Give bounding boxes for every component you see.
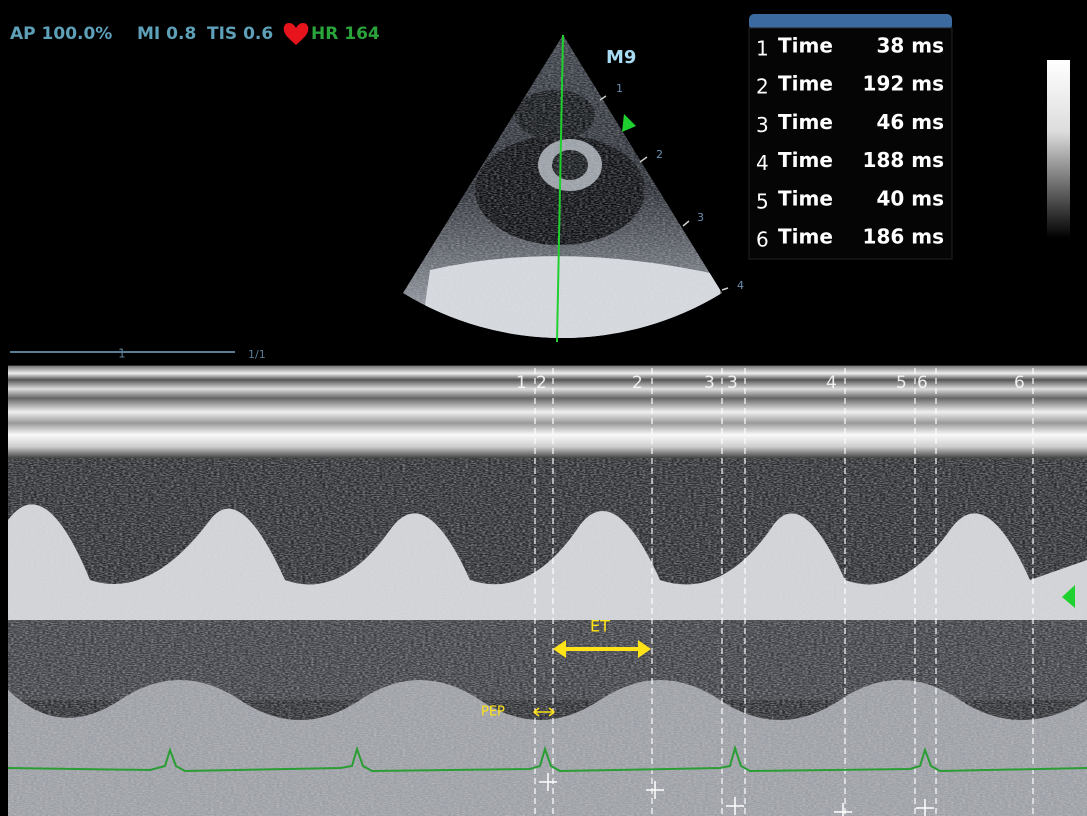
et-label: ET [590, 617, 610, 636]
status-ap: AP 100.0% [10, 24, 112, 44]
row-index: 4 [756, 151, 769, 175]
row-value: 40 ms [876, 186, 944, 210]
grayscale-bar [1047, 60, 1070, 238]
row-index: 1 [756, 37, 769, 61]
row-value: 188 ms [863, 148, 944, 172]
row-name: Time [778, 225, 833, 249]
caliper-label: 2 [536, 373, 547, 393]
depth-label: 3 [697, 211, 704, 224]
caliper-label: 3 [727, 373, 738, 393]
row-name: Time [778, 148, 833, 172]
depth-label: 1 [616, 82, 623, 95]
status-hr: HR 164 [311, 24, 380, 44]
row-index: 2 [756, 75, 769, 99]
row-name: Time [778, 72, 833, 96]
depth-label: 2 [656, 148, 663, 161]
row-name: Time [778, 110, 833, 134]
caliper-label: 1 [516, 373, 527, 393]
probe-label: M9 [606, 47, 636, 68]
row-index: 6 [756, 228, 769, 252]
row-value: 192 ms [863, 72, 944, 96]
row-name: Time [778, 186, 833, 210]
depth-label: 4 [737, 279, 744, 292]
caliper-label: 2 [632, 373, 643, 393]
row-name: Time [778, 34, 833, 58]
row-index: 3 [756, 113, 769, 137]
caliper-label: 4 [826, 373, 837, 393]
status-mi: MI 0.8 [137, 24, 196, 44]
row-value: 46 ms [876, 110, 944, 134]
row-value: 38 ms [876, 34, 944, 58]
ultrasound-screen: AP 100.0% MI 0.8 TIS 0.6 HR 164 M9 1234 … [0, 0, 1087, 816]
caliper-label: 5 [896, 373, 907, 393]
caliper-label: 6 [1014, 373, 1025, 393]
caliper-label: 6 [917, 373, 928, 393]
caliper-label: 3 [704, 373, 715, 393]
status-tis: TIS 0.6 [207, 24, 273, 44]
cine-marker: 1 [118, 347, 126, 361]
row-index: 5 [756, 189, 769, 213]
pep-label: PEP [481, 705, 505, 720]
cine-frame: 1/1 [248, 348, 266, 361]
row-value: 186 ms [863, 225, 944, 249]
